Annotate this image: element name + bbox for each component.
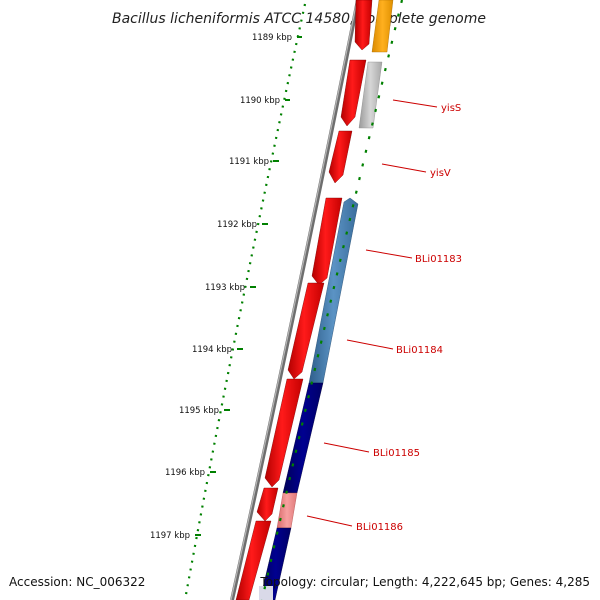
tick-label: 1192 kbp: [217, 220, 257, 230]
gene-leader-lines: [306, 99, 438, 527]
tick-label: 1195 kbp: [179, 406, 219, 416]
leader-line: [306, 515, 353, 527]
reverse-gene-navy: [259, 527, 292, 600]
leader-line: [392, 99, 438, 108]
reverse-gene-steelblue: [308, 197, 359, 384]
gene-label-BLi01184: BLi01184: [396, 345, 443, 356]
forward-gene: [256, 487, 279, 522]
tick-label: 1189 kbp: [252, 33, 292, 43]
outer-dotted-ring: [260, 0, 404, 600]
forward-gene: [354, 0, 373, 51]
gene-label-BLi01183: BLi01183: [415, 254, 462, 265]
gene-label-yisS: yisS: [441, 103, 461, 114]
genome-title: Bacillus licheniformis ATCC 14580, compl…: [112, 11, 486, 27]
tick-label: 1191 kbp: [229, 157, 269, 167]
reverse-gene-light: [259, 586, 273, 600]
reverse-gene-orange: [371, 0, 394, 53]
leader-line: [323, 442, 370, 453]
leader-line: [346, 339, 394, 350]
leader-line: [381, 163, 427, 173]
topology-text: Topology: circular; Length: 4,222,645 bp…: [259, 575, 590, 589]
tick-label: 1194 kbp: [192, 345, 232, 355]
tick-label: 1196 kbp: [165, 468, 205, 478]
tick-marks: [195, 36, 302, 536]
forward-gene: [287, 282, 325, 380]
forward-gene: [235, 520, 272, 600]
tick-label: 1190 kbp: [240, 96, 280, 106]
forward-strand-genes: [235, 0, 373, 600]
leader-line: [365, 249, 413, 259]
genome-backbone: [230, 0, 360, 600]
reverse-gene-silver: [358, 61, 383, 129]
forward-gene: [264, 378, 304, 488]
forward-gene: [328, 130, 353, 184]
reverse-gene-pink: [276, 492, 298, 529]
tick-labels: 1189 kbp 1190 kbp 1191 kbp 1192 kbp 1193…: [150, 33, 292, 541]
gene-label-yisV: yisV: [430, 168, 451, 179]
gene-label-BLi01185: BLi01185: [373, 448, 420, 459]
tick-label: 1193 kbp: [205, 283, 245, 293]
gene-label-BLi01186: BLi01186: [356, 522, 403, 533]
tick-label: 1197 kbp: [150, 531, 190, 541]
gene-labels: yisS yisV BLi01183 BLi01184 BLi01185 BLi…: [356, 103, 462, 533]
accession-text: Accession: NC_006322: [9, 575, 145, 589]
forward-gene: [340, 59, 367, 127]
reverse-strand-genes: [259, 0, 394, 600]
forward-gene: [311, 197, 343, 286]
